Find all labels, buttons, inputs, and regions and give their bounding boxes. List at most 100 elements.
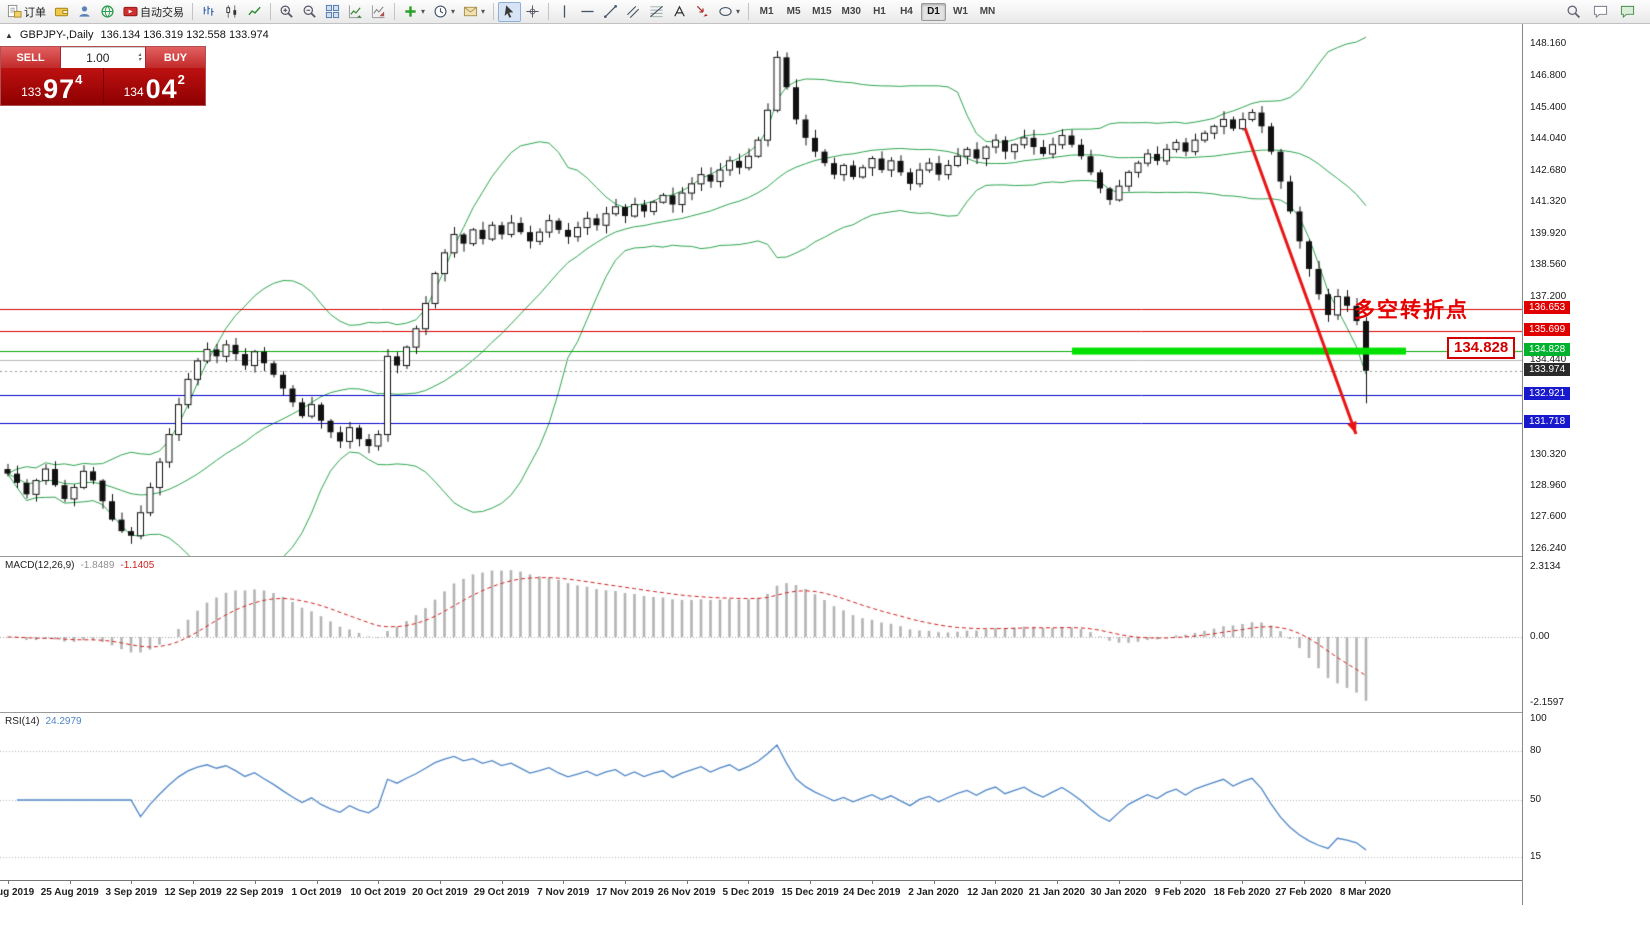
wallet-button[interactable] [50, 2, 73, 22]
periods-button[interactable]: ▾ [429, 2, 459, 22]
autotrading-button[interactable]: 自动交易 [119, 2, 188, 22]
trendline-icon [604, 5, 618, 18]
zoom-in-button[interactable] [275, 2, 298, 22]
vertical-line-button[interactable] [553, 2, 576, 22]
rsi-tick-label: 100 [1530, 713, 1547, 724]
bar-chart-button[interactable] [197, 2, 220, 22]
timeframe-button-M30[interactable]: M30 [841, 6, 861, 17]
toolbar-separator [748, 3, 750, 20]
price-level-badge: 132.921 [1524, 386, 1571, 400]
periods-icon [434, 5, 447, 18]
timeframe-button-W1[interactable]: W1 [952, 6, 968, 17]
line-chart-button[interactable] [243, 2, 266, 22]
date-label: 24 Dec 2019 [843, 887, 901, 898]
dropdown-arrow-icon[interactable]: ▾ [421, 7, 426, 16]
dropdown-arrow-icon[interactable]: ▾ [451, 7, 456, 16]
macd-signal-value: -1.1405 [120, 560, 155, 571]
macd-panel: MACD(12,26,9) -1.8489 -1.1405 [0, 557, 1522, 712]
zoom-out-button[interactable] [298, 2, 321, 22]
timeframe-button-D1[interactable]: D1 [920, 2, 946, 21]
add-indicator-icon [405, 6, 416, 17]
macd-tick-label: 0.00 [1530, 631, 1550, 642]
community-icon [101, 5, 114, 18]
time-axis[interactable]: 5 Aug 2019 25 Aug 2019 3 Sep 2019 12 Sep 20… [0, 881, 1522, 905]
one-click-trading-panel: SELL ▴▾ BUY 133 97 4 134 04 2 [0, 46, 206, 106]
macd-main-value: -1.8489 [80, 560, 115, 571]
price-chart-canvas[interactable] [0, 24, 1522, 556]
toolbar-separator [394, 3, 395, 20]
annotation-text[interactable]: 多空转折点 [1354, 299, 1469, 322]
price-axis[interactable]: 148.160 146.800 145.400 144.040 142.680 141.3… [1522, 24, 1650, 905]
date-label: 9 Feb 2020 [1154, 887, 1206, 898]
timeframe-button-H4[interactable]: H4 [900, 6, 913, 17]
time-tick [316, 881, 318, 884]
text-label-button[interactable] [668, 2, 691, 22]
chart-shift-button[interactable] [367, 2, 390, 22]
timeframe-button-H1[interactable]: H1 [873, 6, 886, 17]
date-label: 21 Jan 2020 [1028, 887, 1085, 898]
price-tick-label: 148.160 [1530, 38, 1567, 50]
date-label: 17 Nov 2019 [596, 887, 654, 898]
chat-green-icon [1620, 5, 1635, 19]
shapes-button[interactable]: ▾ [714, 2, 744, 22]
price-callout-label[interactable]: 134.828 [1447, 337, 1516, 359]
volume-field: ▴▾ [61, 47, 145, 68]
new-order-button[interactable]: 订单 [3, 2, 50, 22]
templates-button[interactable]: ▾ [459, 2, 489, 22]
crosshair-button[interactable] [521, 2, 544, 22]
time-tick [1242, 881, 1243, 884]
candlestick-chart-button[interactable] [220, 2, 243, 22]
trendline-button[interactable] [599, 2, 622, 22]
time-tick [439, 881, 441, 884]
time-tick [686, 881, 688, 884]
buy-price-display[interactable]: 134 04 2 [103, 68, 205, 105]
macd-canvas[interactable] [0, 557, 1522, 712]
sell-price-pips: 97 [43, 74, 76, 104]
price-tick-label: 142.680 [1530, 164, 1567, 176]
chart-bars-icon [203, 5, 214, 16]
search-button[interactable] [1562, 2, 1585, 22]
cursor-button[interactable] [498, 1, 522, 22]
chat-icon [1593, 5, 1608, 19]
profile-button[interactable] [73, 2, 96, 22]
timeframe-button-M5[interactable]: M5 [786, 6, 801, 17]
dropdown-arrow-icon[interactable]: ▾ [736, 7, 741, 16]
fibonacci-button[interactable] [645, 2, 668, 22]
panel-divider[interactable] [0, 556, 1650, 557]
chat-button[interactable] [1589, 2, 1612, 22]
timeframe-button-M1[interactable]: M1 [759, 6, 774, 17]
volume-spinner[interactable]: ▴ ▾ [135, 52, 146, 63]
rsi-canvas[interactable] [0, 713, 1522, 880]
rsi-tick-label: 80 [1530, 745, 1542, 757]
equidistant-channel-button[interactable] [622, 2, 645, 22]
date-label: 30 Jan 2020 [1090, 887, 1147, 898]
community-button[interactable] [96, 2, 119, 22]
volume-input[interactable] [61, 48, 135, 68]
community-chat-button[interactable] [1616, 2, 1639, 22]
spin-down-icon[interactable]: ▾ [138, 57, 142, 63]
tile-windows-button[interactable] [321, 2, 344, 22]
sell-price-fraction: 4 [75, 72, 83, 87]
chart-candles-icon [226, 5, 237, 18]
symbol-marker-icon: ▲ [5, 30, 13, 40]
cursor-icon [504, 5, 514, 18]
time-axis-divider [0, 880, 1650, 881]
sell-price-display[interactable]: 133 97 4 [1, 68, 103, 105]
sell-button[interactable]: SELL [1, 47, 61, 68]
buy-price-fraction: 2 [177, 72, 185, 87]
price-level-badge: 136.653 [1524, 301, 1571, 315]
dropdown-arrow-icon[interactable]: ▾ [481, 7, 486, 16]
timeframe-button-MN[interactable]: MN [979, 6, 996, 17]
horizontal-line-button[interactable] [576, 2, 599, 22]
time-tick [995, 881, 997, 884]
price-level-badge: 133.974 [1524, 362, 1571, 376]
panel-divider[interactable] [0, 712, 1650, 713]
templates-icon [463, 6, 478, 17]
spin-up-icon[interactable]: ▴ [138, 52, 142, 58]
auto-scroll-button[interactable] [344, 2, 367, 22]
zoom-out-icon [303, 5, 316, 18]
buy-button[interactable]: BUY [145, 47, 205, 68]
arrows-button[interactable] [691, 2, 714, 22]
indicators-button[interactable]: ▾ [399, 2, 429, 22]
timeframe-button-M15[interactable]: M15 [812, 6, 832, 17]
